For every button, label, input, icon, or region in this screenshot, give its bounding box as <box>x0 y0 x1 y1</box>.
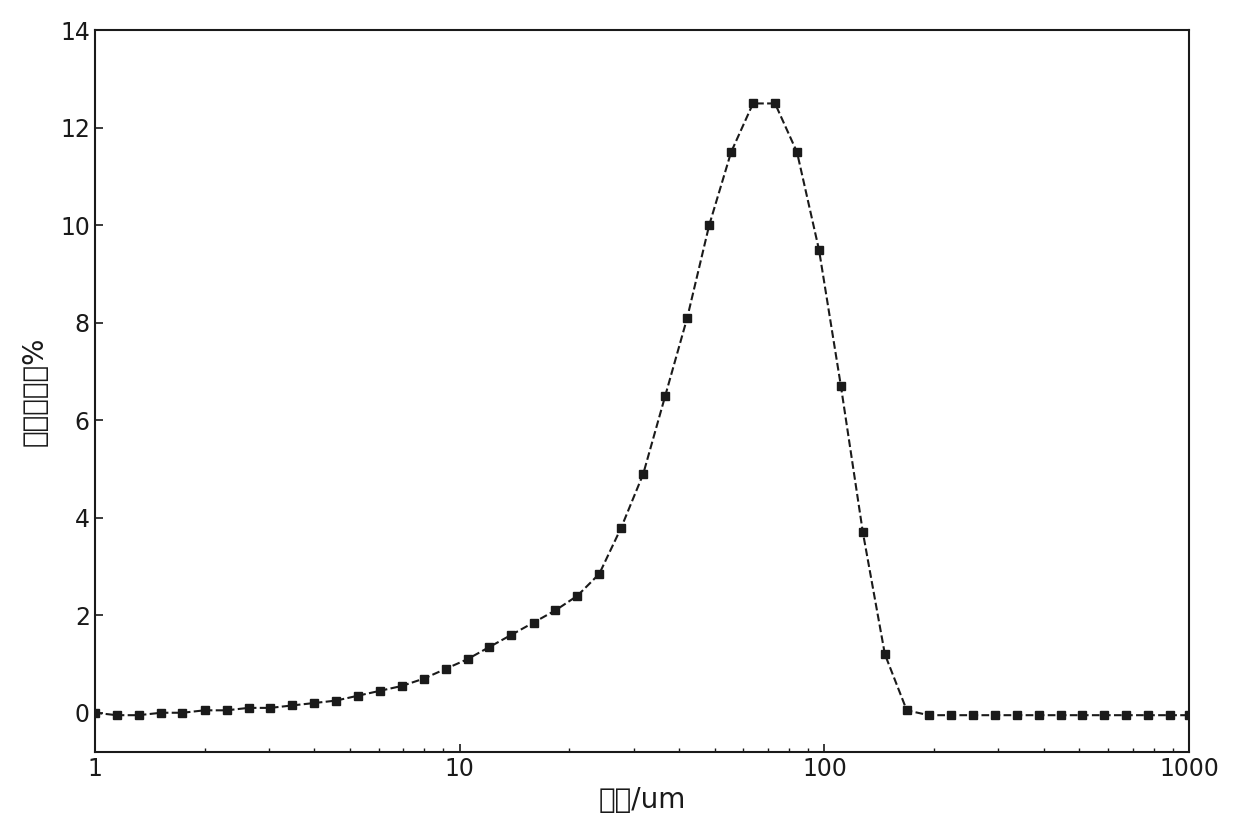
X-axis label: 粒径/um: 粒径/um <box>598 787 686 814</box>
Y-axis label: 体积百分比%: 体积百分比% <box>21 337 48 446</box>
